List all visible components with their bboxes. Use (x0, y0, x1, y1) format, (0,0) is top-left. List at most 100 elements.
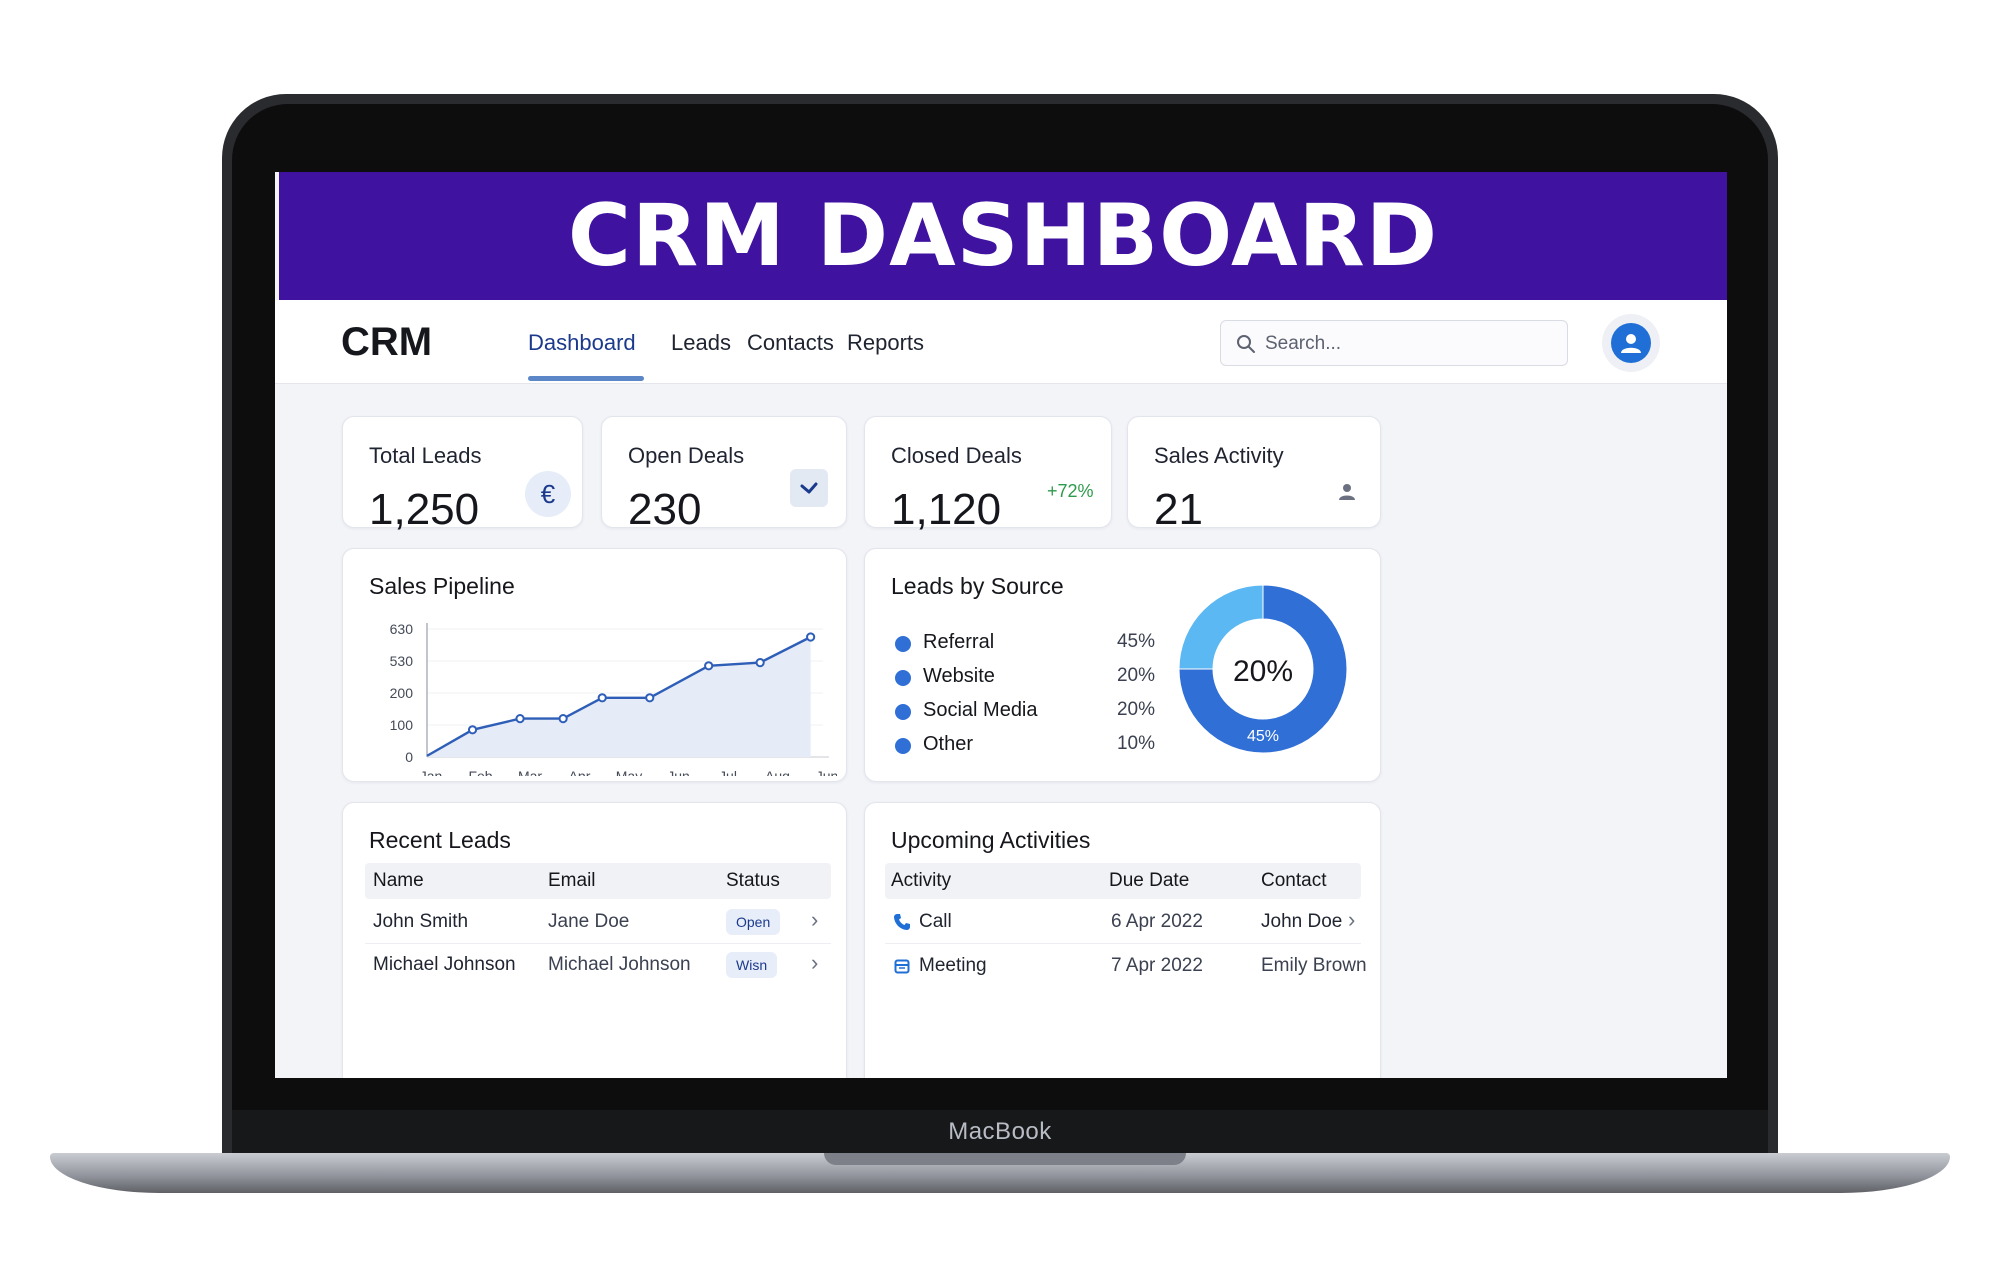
data-point (467, 725, 478, 735)
x-tick-label: May (616, 768, 642, 776)
row-divider (885, 943, 1361, 944)
x-tick-label: Jun (667, 768, 690, 776)
stat-value: 230 (628, 485, 702, 534)
data-point (515, 714, 525, 724)
legend-dot (895, 636, 911, 652)
nav-tab-reports[interactable]: Reports (847, 330, 925, 355)
stat-label: Closed Deals (891, 443, 1022, 468)
status-badge: Open (726, 909, 781, 935)
chevron-right-icon[interactable]: › (811, 907, 819, 932)
x-tick-label: Jan (420, 768, 443, 776)
legend-dot (895, 670, 911, 686)
stat-value: 1,120 (891, 485, 1002, 534)
nav-tab-dashboard[interactable]: Dashboard (528, 330, 636, 355)
lead-name: Michael Johnson (373, 954, 516, 975)
laptop-base-notch (824, 1153, 1186, 1165)
search-input[interactable] (1265, 331, 1555, 357)
legend-label: Referral (923, 631, 995, 653)
data-point (645, 693, 655, 703)
stat-delta: +72% (1047, 481, 1094, 501)
sales-pipeline-chart: 630 530 200 100 0 Jan Feb Mar Apr May Jun Jul Aug Jun (390, 621, 837, 776)
active-tab-indicator (528, 376, 644, 381)
x-tick-label: Feb (468, 768, 492, 776)
chevron-right-icon[interactable]: › (1348, 907, 1356, 932)
chevron-right-icon[interactable]: › (811, 950, 819, 975)
column-header: Activity (891, 870, 952, 891)
banner-title: CRM DASHBOARD (567, 186, 1439, 286)
top-navigation-bar: CRM Dashboard Leads Contacts Reports (275, 300, 1727, 384)
stat-card-closed-deals[interactable]: Closed Deals 1,120 +72% (864, 416, 1112, 534)
y-tick-label: 530 (390, 653, 414, 669)
nav-tab-leads[interactable]: Leads (671, 330, 731, 355)
column-header: Name (373, 870, 424, 891)
laptop-screen: CRM Dashboard Leads Contacts Reports Tot… (275, 172, 1727, 1078)
x-tick-label: Apr (569, 768, 591, 776)
x-tick-label: Aug (765, 768, 790, 776)
phone-icon (893, 913, 911, 936)
y-tick-label: 630 (390, 621, 414, 637)
legend-label: Other (923, 733, 974, 755)
stat-value: 1,250 (369, 485, 480, 534)
search-box[interactable] (1220, 320, 1568, 366)
device-brand-label: MacBook (948, 1118, 1052, 1145)
table-header: Name Email Status (365, 863, 831, 899)
activity-contact: John Doe (1261, 911, 1343, 932)
donut-slice (1178, 584, 1348, 754)
stat-label: Open Deals (628, 443, 745, 468)
avatar (1611, 323, 1651, 363)
calendar-icon (894, 958, 910, 979)
user-avatar-button[interactable] (1602, 314, 1660, 372)
recent-leads-card: Recent Leads Name Email Status John Smit… (342, 802, 847, 1078)
data-point (558, 714, 568, 724)
legend-item-referral: Referral 45% (895, 628, 1155, 658)
row-divider (365, 943, 831, 944)
table-header: Activity Due Date Contact (885, 863, 1361, 899)
column-header: Email (548, 870, 596, 891)
donut-center-label: 20% (1233, 655, 1293, 688)
donut-slice-label: 45% (1247, 728, 1279, 745)
person-icon (1324, 469, 1370, 515)
data-point (806, 632, 816, 642)
activity-type: Call (919, 911, 952, 932)
nav-tab-contacts[interactable]: Contacts (747, 330, 834, 355)
x-tick-label: Mar (518, 768, 542, 776)
legend-label: Social Media (923, 699, 1038, 721)
lead-name: John Smith (373, 911, 469, 932)
sales-pipeline-card: Sales Pipeline 630 530 200 100 0 Jan Feb Mar Apr… (342, 548, 847, 782)
x-tick-label: Jun (816, 768, 837, 776)
data-point (755, 658, 765, 668)
legend-dot (895, 738, 911, 754)
stat-label: Total Leads (369, 443, 482, 468)
euro-icon: € (525, 471, 571, 517)
app-logo: CRM (341, 320, 433, 364)
x-tick-label: Jul (719, 768, 737, 776)
legend-percent: 20% (1116, 699, 1155, 720)
activity-contact: Emily Brown (1261, 955, 1367, 976)
leads-by-source-card: Leads by Source Referral 45% Website 20%… (864, 548, 1381, 782)
card-title: Upcoming Activities (891, 827, 1091, 853)
y-tick-label: 200 (390, 685, 414, 701)
column-header: Status (726, 870, 780, 891)
leads-donut-chart: 20% 45% (1178, 584, 1348, 754)
legend-dot (895, 704, 911, 720)
card-title: Recent Leads (369, 827, 511, 853)
column-header: Contact (1261, 870, 1327, 891)
card-title: Sales Pipeline (369, 573, 515, 599)
stat-card-sales-activity[interactable]: Sales Activity 21 (1127, 416, 1381, 534)
search-icon (1235, 333, 1257, 355)
stat-label: Sales Activity (1154, 443, 1284, 468)
activity-due-date: 6 Apr 2022 (1111, 911, 1203, 932)
activity-type: Meeting (919, 955, 987, 976)
stat-card-open-deals[interactable]: Open Deals 230 (601, 416, 847, 534)
stat-card-total-leads[interactable]: Total Leads 1,250 € (342, 416, 583, 534)
lead-email: Jane Doe (548, 911, 630, 932)
data-point (704, 661, 714, 671)
card-title: Leads by Source (891, 573, 1064, 599)
legend-percent: 10% (1116, 733, 1155, 754)
column-header: Due Date (1109, 870, 1190, 891)
laptop-chin (232, 1110, 1768, 1160)
activity-due-date: 7 Apr 2022 (1111, 955, 1203, 976)
legend-item-website: Website 20% (895, 662, 1155, 692)
y-tick-label: 0 (405, 749, 413, 765)
stat-value: 21 (1154, 485, 1203, 534)
